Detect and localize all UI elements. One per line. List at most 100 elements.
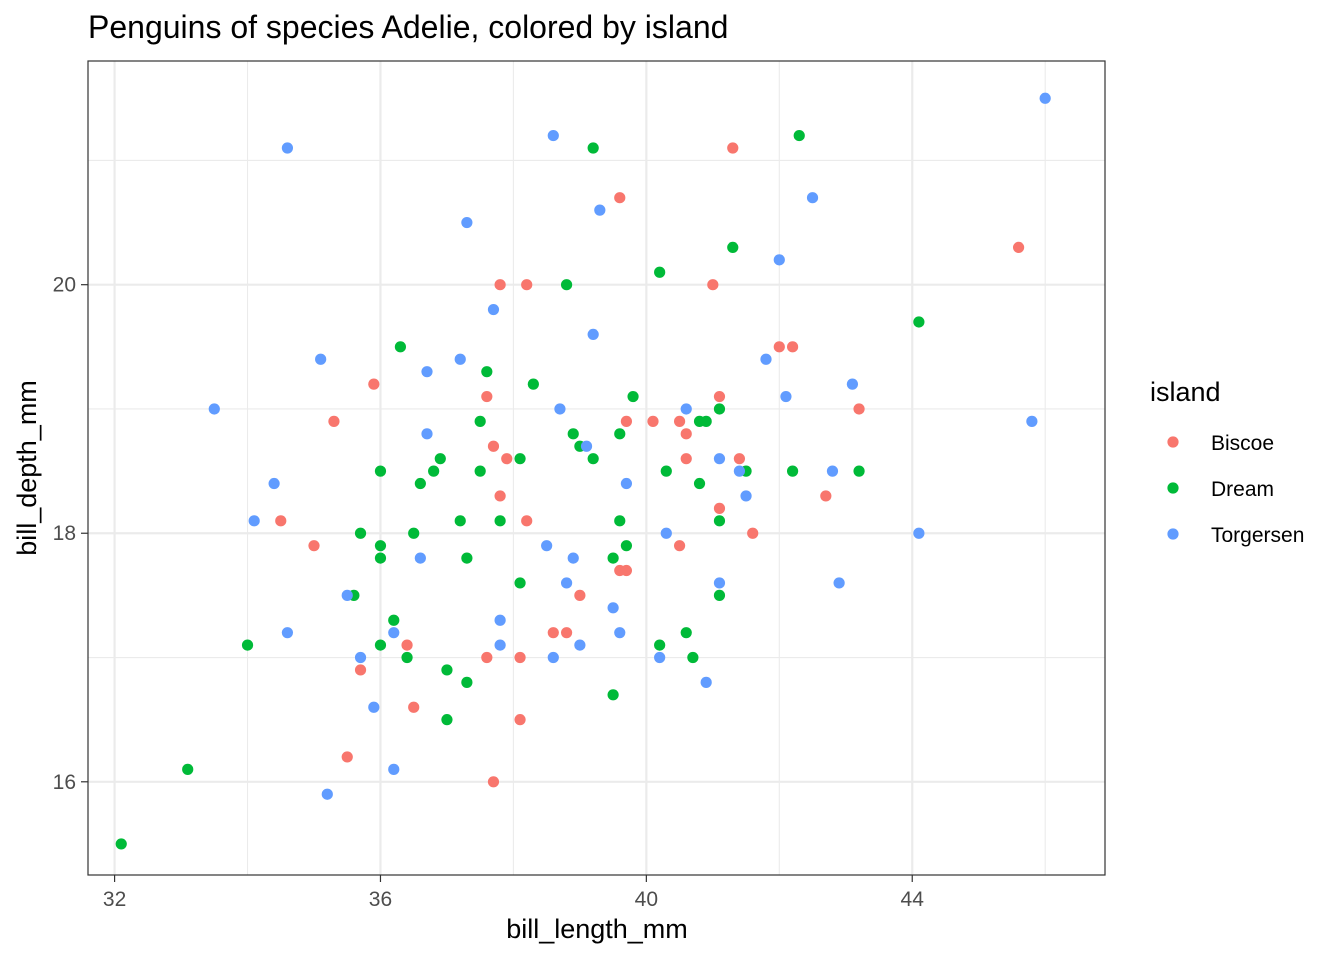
point-biscoe-34 [727,142,739,154]
x-axis-title: bill_length_mm [506,914,688,944]
point-dream-12 [408,527,420,539]
legend-key-biscoe [1167,436,1179,448]
point-biscoe-39 [820,490,832,502]
point-biscoe-40 [853,403,865,415]
point-biscoe-29 [680,428,692,440]
point-dream-13 [414,477,426,490]
chart-title: Penguins of species Adelie, colored by i… [88,9,728,45]
point-dream-39 [654,266,666,278]
point-torgersen-47 [846,378,859,390]
point-dream-1 [182,763,194,775]
point-torgersen-0 [208,403,220,415]
point-dream-20 [461,676,473,688]
y-axis: 16 18 20 [53,274,88,794]
point-dream-6 [374,540,387,552]
point-biscoe-33 [713,390,726,403]
grid-minor [88,61,1105,875]
point-biscoe-5 [368,378,380,390]
plot-background [88,61,1105,875]
point-biscoe-25 [620,415,633,427]
point-biscoe-11 [487,440,500,452]
point-biscoe-24 [620,564,633,577]
point-dream-42 [680,627,692,639]
point-torgersen-40 [740,490,752,502]
point-dream-25 [514,453,526,465]
point-torgersen-12 [414,552,426,564]
x-tick-label-36: 36 [369,888,392,911]
point-torgersen-31 [614,627,626,639]
point-torgersen-21 [547,129,559,142]
point-torgersen-5 [315,353,327,365]
point-dream-37 [620,540,633,552]
point-torgersen-9 [368,701,380,713]
point-biscoe-31 [707,279,719,291]
point-dream-32 [587,453,599,465]
point-dream-7 [374,552,387,564]
point-biscoe-4 [354,664,367,676]
y-tick-label-18: 18 [53,522,76,545]
point-biscoe-21 [574,589,586,601]
point-dream-50 [727,241,739,254]
point-biscoe-13 [494,279,506,291]
point-dream-41 [660,465,672,477]
point-dream-23 [481,366,493,378]
point-torgersen-30 [607,602,619,614]
legend-key-dream [1167,482,1179,494]
point-dream-5 [374,465,387,477]
point-torgersen-49 [1026,415,1038,427]
point-torgersen-43 [780,390,792,403]
x-tick-label-44: 44 [901,888,925,911]
point-biscoe-2 [328,415,340,427]
legend-title: island [1150,377,1221,407]
point-biscoe-36 [747,527,759,539]
point-torgersen-25 [567,552,579,564]
x-tick-label-40: 40 [635,888,658,911]
point-biscoe-23 [614,192,626,204]
point-torgersen-19 [494,614,506,626]
point-torgersen-6 [321,788,333,800]
point-torgersen-14 [421,366,433,378]
point-dream-31 [587,142,599,154]
point-dream-27 [527,378,539,390]
point-dream-38 [627,390,639,403]
point-dream-48 [713,403,726,415]
point-torgersen-16 [461,216,473,229]
point-torgersen-44 [806,192,819,204]
x-axis: 32 36 40 44 [103,875,924,911]
legend-label-torgersen: Torgersen [1211,524,1304,547]
point-torgersen-17 [487,303,500,316]
point-dream-43 [687,651,699,664]
point-dream-9 [388,614,400,626]
point-biscoe-41 [1012,241,1025,254]
point-dream-14 [428,465,440,477]
point-biscoe-8 [481,651,493,664]
point-dream-10 [394,341,407,353]
point-torgersen-32 [620,477,633,490]
point-dream-2 [241,639,254,651]
point-torgersen-48 [913,527,925,539]
point-torgersen-42 [773,254,785,266]
point-dream-4 [354,527,367,539]
legend-items: Biscoe Dream Torgersen [1167,432,1304,547]
point-dream-49 [713,589,726,601]
point-torgersen-34 [660,527,672,539]
legend-label-dream: Dream [1211,478,1274,501]
point-torgersen-18 [494,639,506,651]
point-torgersen-2 [268,477,280,490]
point-dream-35 [614,515,626,527]
point-biscoe-32 [713,502,726,514]
point-biscoe-37 [773,341,785,353]
point-dream-33 [607,552,619,564]
point-biscoe-19 [547,627,559,639]
point-biscoe-14 [501,453,513,465]
point-biscoe-27 [673,415,686,427]
point-torgersen-24 [560,577,573,589]
point-dream-29 [567,428,579,440]
point-torgersen-27 [580,440,593,452]
point-torgersen-20 [541,540,553,552]
plot-panel [87,60,1106,876]
point-torgersen-3 [281,142,294,154]
point-dream-46 [700,415,712,427]
point-torgersen-50 [1039,92,1051,104]
point-biscoe-12 [494,490,506,502]
